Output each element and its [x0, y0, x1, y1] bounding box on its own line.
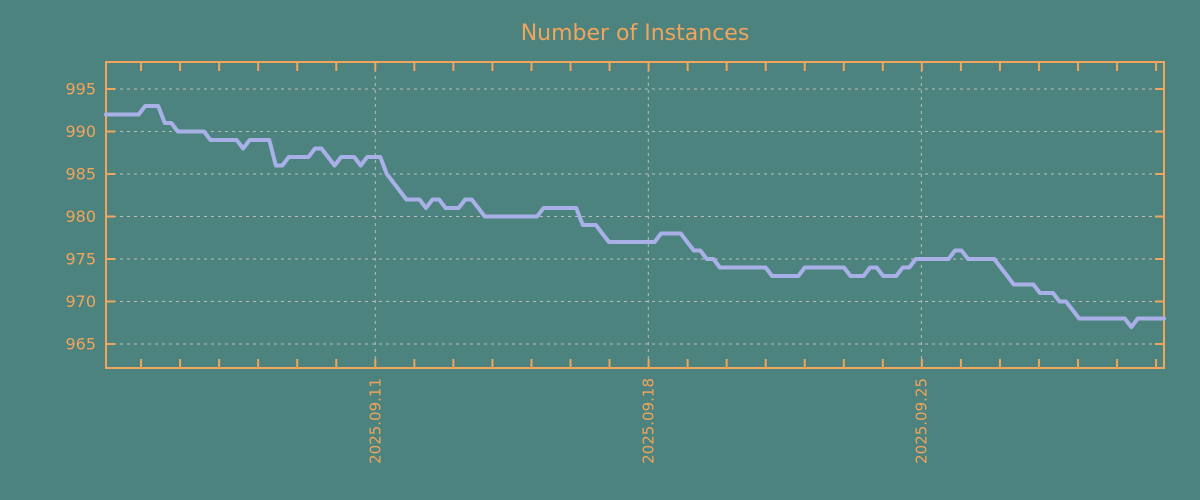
chart-title: Number of Instances [521, 21, 750, 46]
x-axis-tick-label: 2025.09.25 [912, 378, 930, 464]
y-axis-tick-label: 995 [65, 80, 96, 99]
instances-line-series [104, 104, 1166, 329]
y-axis-tick-label: 980 [65, 207, 96, 226]
plot-border [105, 61, 1165, 369]
y-axis-tick-label: 965 [65, 335, 96, 354]
x-axis-tick-label: 2025.09.11 [366, 378, 384, 464]
y-axis-tick-labels: 965 970 975 980 985 990 995 [65, 80, 96, 354]
axis-ticks [107, 63, 1163, 367]
y-axis-tick-label: 990 [65, 122, 96, 141]
y-axis-tick-label: 985 [65, 165, 96, 184]
y-axis-tick-label: 975 [65, 250, 96, 269]
gridlines [106, 62, 1164, 368]
x-axis-tick-labels: 2025.09.11 2025.09.18 2025.09.25 [366, 378, 930, 464]
x-axis-tick-label: 2025.09.18 [639, 378, 657, 464]
y-axis-tick-label: 970 [65, 292, 96, 311]
